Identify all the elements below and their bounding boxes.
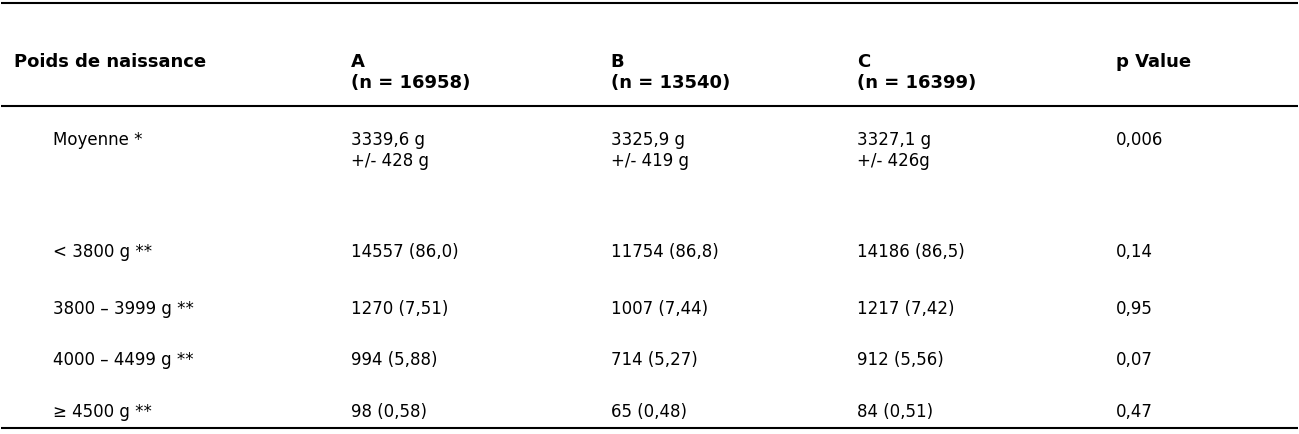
- Text: 98 (0,58): 98 (0,58): [351, 402, 427, 421]
- Text: 0,14: 0,14: [1116, 243, 1154, 261]
- Text: 14186 (86,5): 14186 (86,5): [857, 243, 965, 261]
- Text: A
(n = 16958): A (n = 16958): [351, 53, 470, 92]
- Text: 0,07: 0,07: [1116, 351, 1154, 368]
- Text: 1217 (7,42): 1217 (7,42): [857, 299, 955, 317]
- Text: Moyenne *: Moyenne *: [53, 131, 143, 149]
- Text: 0,006: 0,006: [1116, 131, 1164, 149]
- Text: 714 (5,27): 714 (5,27): [611, 351, 698, 368]
- Text: 994 (5,88): 994 (5,88): [351, 351, 438, 368]
- Text: < 3800 g **: < 3800 g **: [53, 243, 152, 261]
- Text: B
(n = 13540): B (n = 13540): [611, 53, 730, 92]
- Text: 84 (0,51): 84 (0,51): [857, 402, 933, 421]
- Text: 3325,9 g
+/- 419 g: 3325,9 g +/- 419 g: [611, 131, 688, 169]
- Text: 1270 (7,51): 1270 (7,51): [351, 299, 448, 317]
- Text: 1007 (7,44): 1007 (7,44): [611, 299, 708, 317]
- Text: 0,47: 0,47: [1116, 402, 1154, 421]
- Text: 3327,1 g
+/- 426g: 3327,1 g +/- 426g: [857, 131, 931, 169]
- Text: p Value: p Value: [1116, 53, 1191, 71]
- Text: 14557 (86,0): 14557 (86,0): [351, 243, 459, 261]
- Text: 0,95: 0,95: [1116, 299, 1154, 317]
- Text: 11754 (86,8): 11754 (86,8): [611, 243, 718, 261]
- Text: 3339,6 g
+/- 428 g: 3339,6 g +/- 428 g: [351, 131, 430, 169]
- Text: ≥ 4500 g **: ≥ 4500 g **: [53, 402, 152, 421]
- Text: 65 (0,48): 65 (0,48): [611, 402, 687, 421]
- Text: C
(n = 16399): C (n = 16399): [857, 53, 976, 92]
- Text: 4000 – 4499 g **: 4000 – 4499 g **: [53, 351, 194, 368]
- Text: 3800 – 3999 g **: 3800 – 3999 g **: [53, 299, 194, 317]
- Text: 912 (5,56): 912 (5,56): [857, 351, 943, 368]
- Text: Poids de naissance: Poids de naissance: [14, 53, 207, 71]
